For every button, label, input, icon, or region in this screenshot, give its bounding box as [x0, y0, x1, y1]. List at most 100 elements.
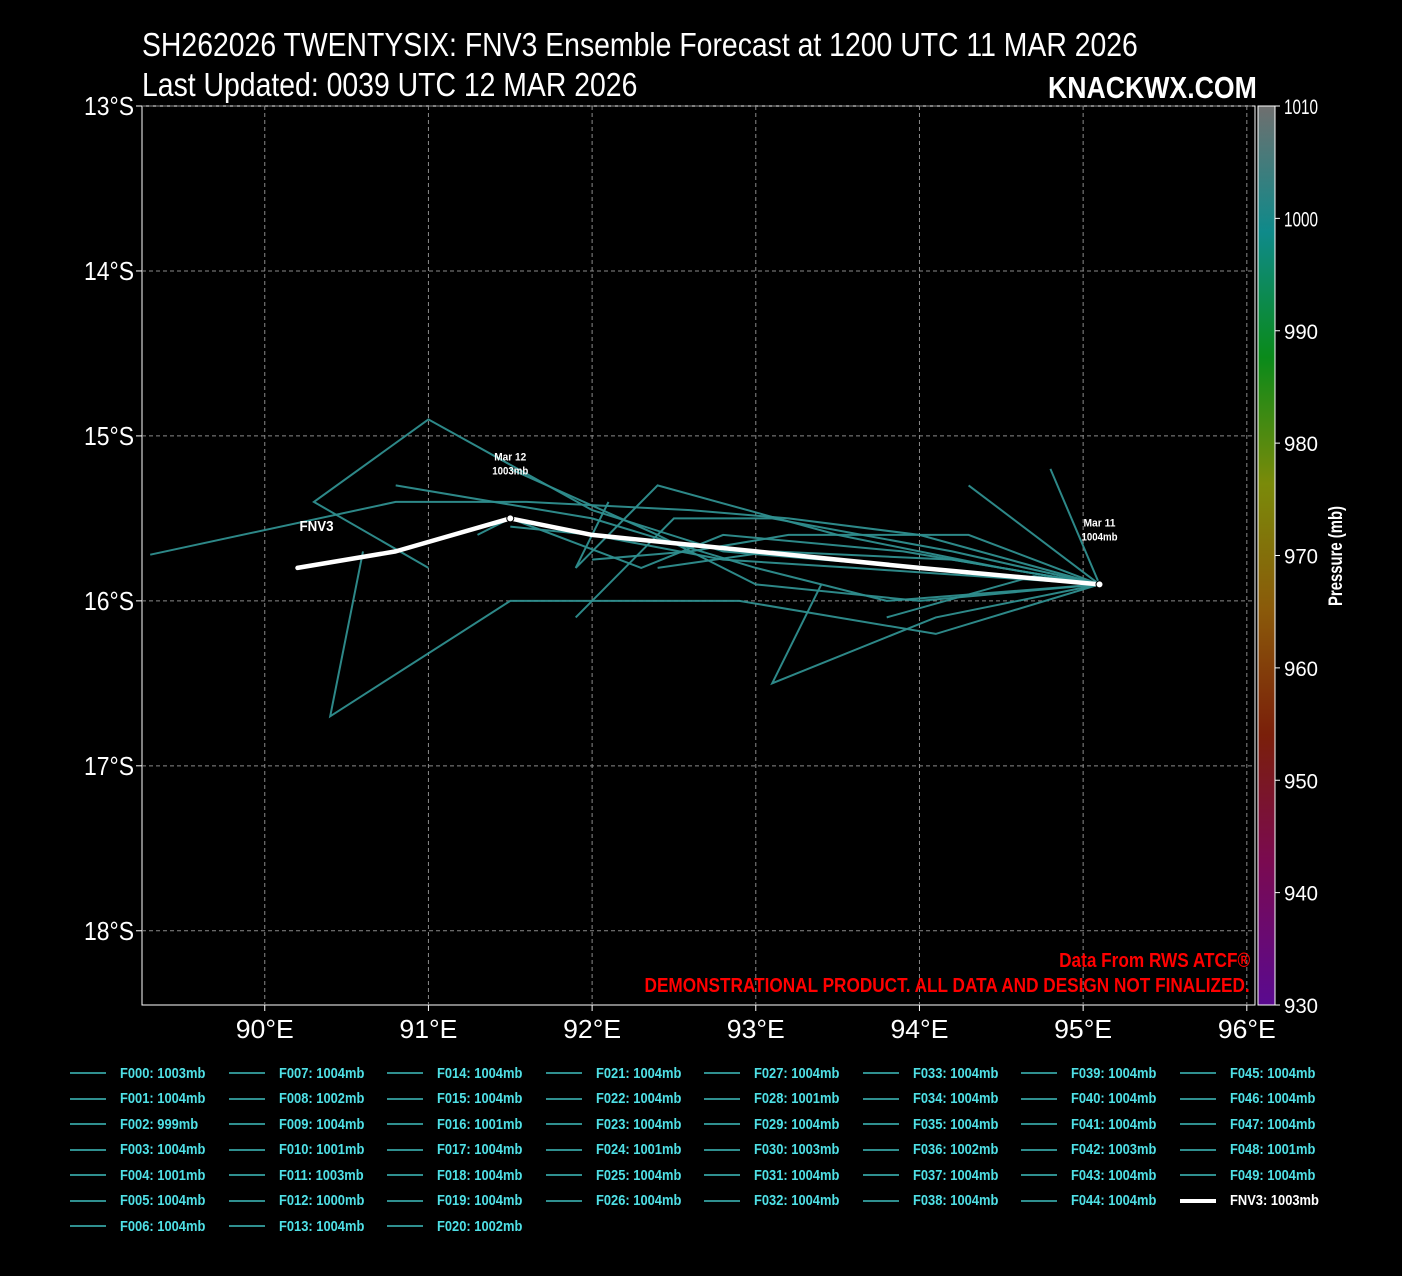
legend-entry: F017: 1004mb: [387, 1139, 536, 1161]
legend-entry: F009: 1004mb: [228, 1113, 378, 1135]
x-tick-label: 94°E: [890, 1014, 948, 1044]
colorbar-tick-label: 970: [1284, 546, 1318, 569]
legend-line-swatch: [387, 1174, 423, 1176]
ensemble-member-track: [510, 525, 1100, 586]
legend-entry: F005: 1004mb: [70, 1190, 219, 1212]
chart-title: SH262026 TWENTYSIX: FNV3 Ensemble Foreca…: [142, 26, 1138, 63]
legend-line-swatch: [1021, 1199, 1057, 1202]
legend-label: F047: 1004mb: [1229, 1115, 1315, 1133]
legend-line-swatch: [70, 1097, 106, 1100]
legend-label: F038: 1004mb: [912, 1192, 998, 1209]
legend-line-swatch: [228, 1148, 265, 1151]
legend-line-swatch: [228, 1225, 265, 1227]
legend-label: F031: 1004mb: [754, 1166, 840, 1184]
legend-label: F042: 1003mb: [1071, 1141, 1157, 1158]
legend-entry: F034: 1004mb: [862, 1088, 1012, 1110]
legend-line-swatch: [228, 1123, 265, 1125]
legend-entry: F028: 1001mb: [704, 1088, 853, 1110]
legend-line-swatch: [70, 1148, 106, 1151]
legend-entry: F041: 1004mb: [1021, 1113, 1170, 1135]
legend-label: F043: 1004mb: [1071, 1166, 1157, 1184]
legend-line-swatch: [387, 1072, 423, 1074]
legend-label: F006: 1004mb: [120, 1217, 206, 1235]
legend-line-swatch: [228, 1199, 265, 1202]
legend-line-swatch: [545, 1097, 582, 1100]
legend-label: F000: 1003mb: [120, 1064, 206, 1082]
colorbar-tick-label: 960: [1284, 658, 1318, 681]
legend-entry: F031: 1004mb: [704, 1164, 853, 1186]
legend-label: F029: 1004mb: [754, 1115, 840, 1133]
legend-entry: F033: 1004mb: [862, 1062, 1012, 1084]
legend-label: F046: 1004mb: [1229, 1090, 1315, 1107]
legend-line-swatch: [70, 1072, 106, 1074]
x-tick-label: 93°E: [727, 1014, 785, 1044]
legend-entry: F042: 1003mb: [1021, 1139, 1170, 1161]
x-tick-label: 95°E: [1054, 1014, 1112, 1044]
colorbar-tick-label: 1000: [1284, 208, 1318, 231]
legend-label: F015: 1004mb: [437, 1090, 523, 1107]
fnv3-track-label: FNV3: [299, 518, 333, 535]
legend-label: F010: 1001mb: [278, 1141, 364, 1158]
legend-label: F001: 1004mb: [120, 1090, 206, 1107]
legend-entry: F003: 1004mb: [70, 1139, 219, 1161]
legend-label: FNV3: 1003mb: [1229, 1192, 1319, 1209]
legend-label: F025: 1004mb: [595, 1166, 681, 1184]
legend-line-swatch: [70, 1174, 106, 1176]
colorbar-tick-label: 990: [1284, 321, 1318, 344]
colorbar-tick-label: 930: [1284, 995, 1318, 1018]
ensemble-member-track: [657, 550, 1100, 586]
ensemble-member-track: [592, 533, 1100, 586]
ensemble-member-track: [1049, 468, 1101, 585]
legend-label: F030: 1003mb: [754, 1141, 840, 1158]
y-tick-label: 13°S: [84, 91, 134, 121]
legend-label: F022: 1004mb: [595, 1090, 681, 1107]
legend-entry: F013: 1004mb: [228, 1215, 378, 1237]
legend-entry: F047: 1004mb: [1179, 1113, 1329, 1135]
colorbar-label: Pressure (mb): [1326, 506, 1347, 606]
legend-entry: F004: 1001mb: [70, 1164, 219, 1186]
data-source-note: Data From RWS ATCF®: [1058, 950, 1250, 972]
legend-entry: F020: 1002mb: [387, 1215, 536, 1237]
legend-line-swatch: [1021, 1097, 1057, 1100]
legend-entry: F026: 1004mb: [545, 1190, 695, 1212]
plot-area: [141, 105, 1256, 1006]
legend-entry: F046: 1004mb: [1179, 1088, 1329, 1110]
legend-line-swatch: [862, 1097, 899, 1100]
track-point-date: Mar 12: [494, 451, 526, 463]
legend-label: F019: 1004mb: [437, 1192, 523, 1209]
y-tick-label: 18°S: [84, 916, 134, 946]
legend-line-swatch: [545, 1123, 582, 1125]
y-tick-label: 15°S: [84, 421, 134, 451]
legend-line-swatch: [862, 1148, 899, 1151]
legend-label: F007: 1004mb: [278, 1064, 364, 1082]
legend-entry: F014: 1004mb: [387, 1062, 536, 1084]
legend-label: F040: 1004mb: [1071, 1090, 1157, 1107]
legend-entry: F048: 1001mb: [1179, 1139, 1329, 1161]
legend: F000: 1003mb F001: 1004mb F002: 999mb F003:…: [70, 1060, 1370, 1250]
legend-label: F034: 1004mb: [912, 1090, 998, 1107]
ensemble-member-track: [967, 484, 1101, 586]
legend-line-swatch: [545, 1174, 582, 1176]
legend-line-swatch: [1021, 1174, 1057, 1176]
legend-label: F013: 1004mb: [278, 1217, 364, 1235]
legend-line-swatch: [545, 1072, 582, 1074]
legend-label: F036: 1002mb: [912, 1141, 998, 1158]
legend-line-swatch: [70, 1123, 106, 1125]
legend-line-swatch: [387, 1199, 423, 1202]
legend-label: F037: 1004mb: [912, 1166, 998, 1184]
legend-label: F012: 1000mb: [278, 1192, 364, 1209]
x-tick-label: 91°E: [399, 1014, 457, 1044]
colorbar-tick-label: 1010: [1284, 96, 1318, 119]
legend-line-swatch: [1179, 1198, 1216, 1203]
legend-line-swatch: [862, 1072, 899, 1074]
legend-line-swatch: [228, 1097, 265, 1100]
x-tick-label: 90°E: [236, 1014, 294, 1044]
legend-line-swatch: [387, 1148, 423, 1151]
legend-label: F020: 1002mb: [437, 1217, 523, 1235]
legend-label: F005: 1004mb: [120, 1192, 206, 1209]
legend-label: F011: 1003mb: [278, 1166, 364, 1184]
ensemble-member-track: [574, 517, 1100, 619]
ensemble-member-track: [395, 484, 1100, 602]
x-tick-label: 92°E: [563, 1014, 621, 1044]
legend-label: F032: 1004mb: [754, 1192, 840, 1209]
